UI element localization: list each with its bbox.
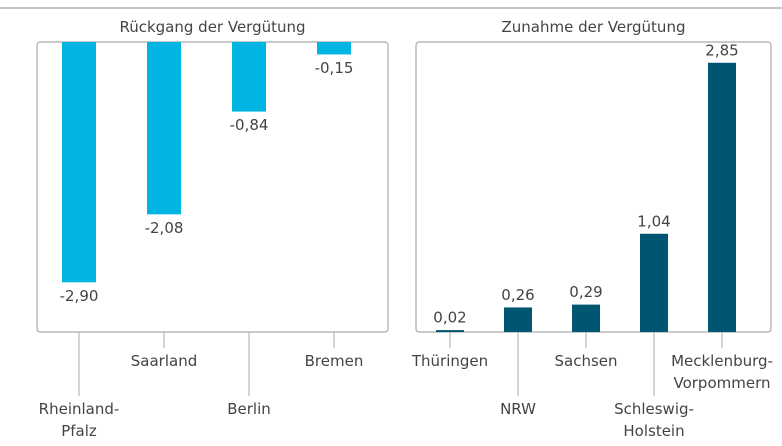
bar — [572, 304, 600, 332]
bar — [504, 307, 532, 332]
plot-frame — [36, 41, 389, 333]
chart-title: Zunahme der Vergütung — [501, 18, 686, 36]
category-label: Mecklenburg- Vorpommern — [671, 352, 773, 392]
bar — [640, 233, 668, 332]
data-label: -0,15 — [315, 59, 354, 77]
category-label: Bremen — [304, 352, 364, 370]
bar — [708, 62, 736, 332]
bar — [62, 42, 96, 283]
bar — [317, 42, 351, 55]
category-label: Thüringen — [411, 352, 489, 370]
data-label: 1,04 — [637, 212, 670, 230]
chart-title: Rückgang der Vergütung — [119, 18, 306, 36]
data-label: -2,90 — [60, 287, 99, 305]
category-label: NRW — [500, 400, 536, 418]
data-label: -2,08 — [145, 219, 184, 237]
category-label: Rheinland- Pfalz — [38, 400, 120, 440]
category-label: Berlin — [227, 400, 271, 418]
category-label: Schleswig- Holstein — [614, 400, 694, 440]
data-label: 0,26 — [501, 286, 534, 304]
bar — [232, 42, 266, 112]
data-label: 0,29 — [569, 283, 602, 301]
category-label: Saarland — [130, 352, 198, 370]
bar — [147, 42, 181, 215]
bar — [436, 330, 464, 332]
data-label: 0,02 — [433, 309, 466, 327]
category-label: Sachsen — [554, 352, 618, 370]
data-label: -0,84 — [230, 116, 269, 134]
data-label: 2,85 — [705, 41, 738, 59]
